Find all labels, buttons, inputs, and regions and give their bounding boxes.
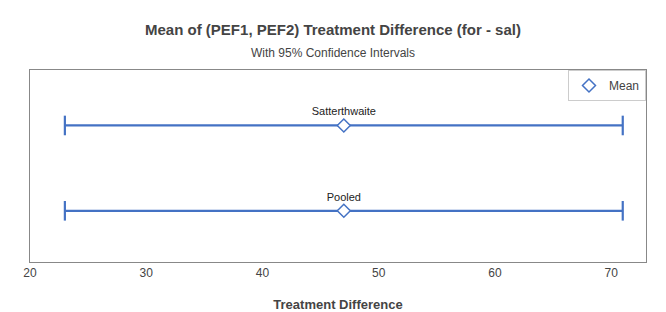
svg-text:Satterthwaite: Satterthwaite bbox=[312, 105, 376, 117]
svg-text:60: 60 bbox=[488, 266, 502, 280]
svg-text:Pooled: Pooled bbox=[327, 191, 361, 203]
svg-text:40: 40 bbox=[256, 266, 270, 280]
svg-text:30: 30 bbox=[140, 266, 154, 280]
svg-text:With 95% Confidence Intervals: With 95% Confidence Intervals bbox=[251, 46, 415, 60]
svg-text:70: 70 bbox=[604, 266, 618, 280]
svg-text:Mean: Mean bbox=[609, 79, 639, 93]
svg-text:20: 20 bbox=[23, 266, 37, 280]
svg-text:Treatment Difference: Treatment Difference bbox=[273, 297, 402, 312]
svg-text:50: 50 bbox=[372, 266, 386, 280]
svg-text:Mean of (PEF1, PEF2) Treatment: Mean of (PEF1, PEF2) Treatment Differenc… bbox=[145, 21, 521, 38]
